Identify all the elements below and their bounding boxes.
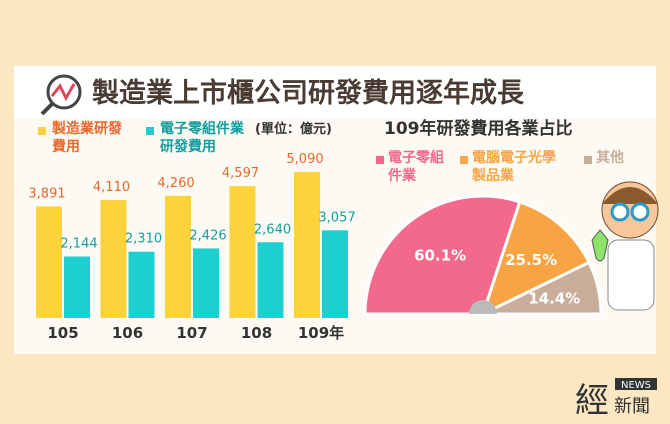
value-label: 5,090 xyxy=(286,152,323,167)
logo-news-bg xyxy=(615,378,657,390)
chart-title: 製造業上市櫃公司研發費用逐年成長 xyxy=(92,77,525,109)
value-label: 3,057 xyxy=(318,210,355,225)
bar xyxy=(100,200,127,318)
value-label: 3,891 xyxy=(28,186,65,201)
x-tick-label: 105 xyxy=(47,324,78,342)
logo-sub: 新聞 xyxy=(614,396,650,417)
pie-slice xyxy=(482,260,603,316)
bar xyxy=(294,172,320,318)
legend-label: 製造業研發費用 xyxy=(52,121,122,155)
pie-slice xyxy=(480,199,592,317)
pie-slice xyxy=(363,194,522,316)
legend-swatch xyxy=(146,127,154,135)
legend-label: 電子零組件業研發費用 xyxy=(160,121,244,155)
bar xyxy=(229,186,256,318)
bar xyxy=(322,230,348,318)
legend-swatch xyxy=(460,156,468,164)
value-label: 4,260 xyxy=(157,176,194,191)
bar xyxy=(257,242,284,318)
bar xyxy=(64,256,90,318)
bar xyxy=(36,206,62,318)
value-label: 4,597 xyxy=(222,166,259,181)
legend-swatch xyxy=(584,156,592,164)
value-label: 4,110 xyxy=(93,180,130,195)
value-label: 2,640 xyxy=(254,222,291,237)
value-label: 2,310 xyxy=(125,232,162,247)
legend-label: 電腦電子光學製品業 xyxy=(472,150,556,184)
legend-swatch xyxy=(38,127,46,135)
value-label: 2,426 xyxy=(189,228,226,243)
value-label: 2,144 xyxy=(60,237,97,252)
title-band xyxy=(14,66,656,118)
x-tick-label: 107 xyxy=(176,324,207,342)
scientist xyxy=(591,181,659,311)
value-label: 60.1% xyxy=(414,247,466,265)
legend-swatch xyxy=(376,156,384,164)
legend-label: 其他 xyxy=(596,150,624,166)
title-icon xyxy=(40,74,82,116)
bar xyxy=(128,251,155,318)
x-tick-label: 106 xyxy=(112,324,143,342)
legend-label: 電子零組件業 xyxy=(388,150,444,184)
x-tick-label: 108 xyxy=(241,324,272,342)
pie-hub xyxy=(469,300,497,314)
value-label: 14.4% xyxy=(528,290,580,308)
value-label: 25.5% xyxy=(505,251,557,269)
logo-main: 經 xyxy=(575,382,609,420)
x-tick-label: 109年 xyxy=(298,324,344,342)
bar xyxy=(193,248,219,318)
logo-news: NEWS xyxy=(621,380,651,391)
bar xyxy=(165,195,191,318)
pie-title: 109年研發費用各業占比 xyxy=(384,118,573,139)
unit-label: (單位：億元) xyxy=(255,121,332,137)
